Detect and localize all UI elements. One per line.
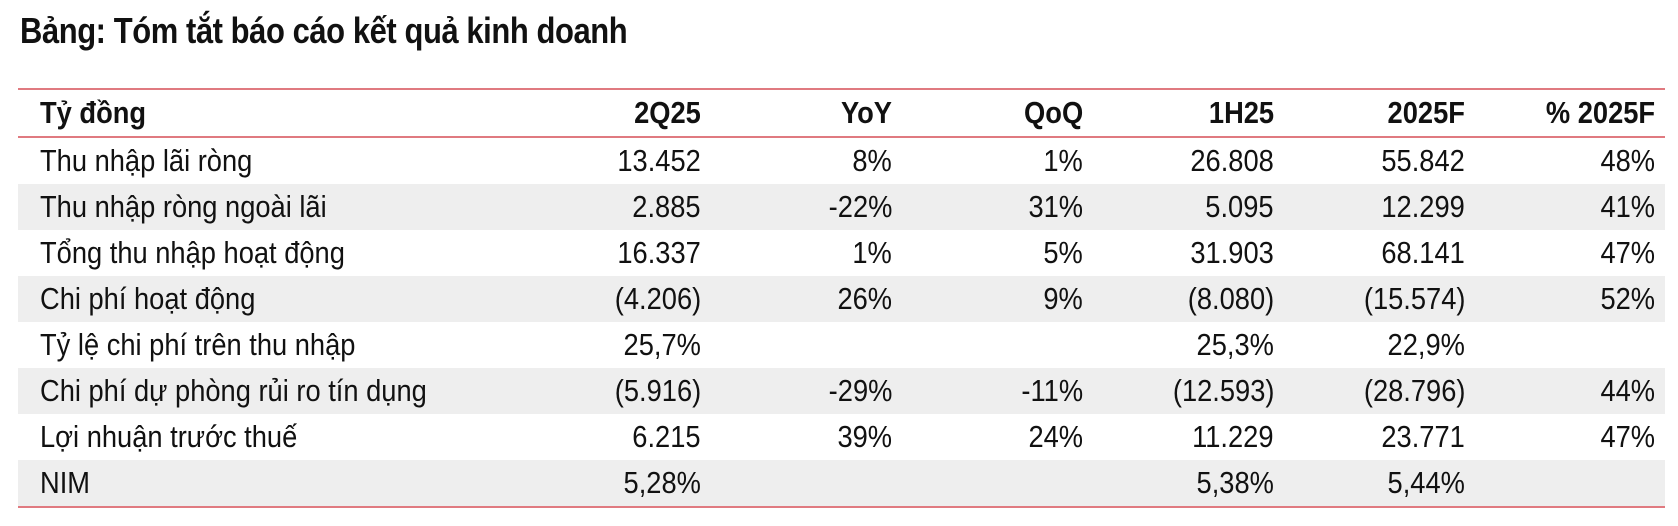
table-row: Thu nhập lãi ròng 13.452 8% 1% 26.808 55…	[18, 138, 1665, 184]
cell-2025f: 68.141	[1381, 235, 1465, 270]
cell-pct-2025f: 47%	[1600, 235, 1655, 270]
cell-qoq	[892, 465, 1083, 501]
header-cell-pct-2025f: % 2025F	[1545, 95, 1655, 130]
header-cell-unit: Tỷ đồng	[40, 95, 147, 130]
table-row: Tỷ lệ chi phí trên thu nhập 25,7% 25,3% …	[18, 322, 1665, 368]
table-title: Bảng: Tóm tắt báo cáo kết quả kinh doanh	[20, 10, 628, 51]
cell-qoq: 1%	[1043, 143, 1083, 178]
table-row: Lợi nhuận trước thuế 6.215 39% 24% 11.22…	[18, 414, 1665, 460]
cell-1h25: 31.903	[1190, 235, 1274, 270]
row-label: Thu nhập lãi ròng	[40, 143, 253, 178]
cell-1h25: 25,3%	[1196, 327, 1274, 362]
cell-1h25: 11.229	[1192, 419, 1274, 454]
cell-qoq: 5%	[1043, 235, 1083, 270]
cell-qoq	[892, 327, 1083, 363]
cell-pct-2025f	[1465, 465, 1655, 501]
table-row: Chi phí hoạt động (4.206) 26% 9% (8.080)…	[18, 276, 1665, 322]
cell-pct-2025f: 41%	[1600, 189, 1655, 224]
cell-1h25: 26.808	[1190, 143, 1274, 178]
cell-qoq: -11%	[1021, 373, 1083, 408]
cell-2q25: (4.206)	[614, 281, 701, 316]
cell-2q25: 25,7%	[623, 327, 701, 362]
cell-1h25: 5,38%	[1196, 465, 1274, 500]
cell-yoy: 26%	[837, 281, 892, 316]
row-label: NIM	[40, 465, 91, 500]
cell-2025f: 22,9%	[1387, 327, 1465, 362]
table-header-row: Tỷ đồng 2Q25 YoY QoQ 1H25 2025F % 2025F	[18, 90, 1665, 138]
cell-2025f: 23.771	[1381, 419, 1465, 454]
cell-2q25: 6.215	[632, 419, 701, 454]
cell-2q25: 13.452	[617, 143, 701, 178]
cell-pct-2025f: 52%	[1600, 281, 1655, 316]
cell-yoy	[701, 327, 892, 363]
row-label: Tỷ lệ chi phí trên thu nhập	[40, 327, 356, 362]
results-table: Tỷ đồng 2Q25 YoY QoQ 1H25 2025F % 2025F …	[18, 88, 1665, 508]
cell-yoy: 8%	[852, 143, 892, 178]
cell-1h25: (12.593)	[1172, 373, 1274, 408]
table-row: Thu nhập ròng ngoài lãi 2.885 -22% 31% 5…	[18, 184, 1665, 230]
cell-2q25: 16.337	[617, 235, 701, 270]
cell-pct-2025f: 47%	[1600, 419, 1655, 454]
row-label: Lợi nhuận trước thuế	[40, 419, 298, 454]
row-label: Thu nhập ròng ngoài lãi	[40, 189, 327, 224]
cell-pct-2025f: 44%	[1600, 373, 1655, 408]
header-cell-2025f: 2025F	[1387, 95, 1465, 130]
cell-pct-2025f	[1465, 327, 1655, 363]
cell-qoq: 31%	[1028, 189, 1083, 224]
table-row: Tổng thu nhập hoạt động 16.337 1% 5% 31.…	[18, 230, 1665, 276]
cell-yoy: 1%	[852, 235, 892, 270]
cell-yoy	[701, 465, 892, 501]
cell-2025f: 5,44%	[1387, 465, 1465, 500]
cell-2025f: 55.842	[1381, 143, 1465, 178]
cell-2q25: 5,28%	[623, 465, 701, 500]
cell-yoy: 39%	[837, 419, 892, 454]
cell-1h25: (8.080)	[1187, 281, 1274, 316]
header-cell-2q25: 2Q25	[634, 95, 701, 130]
cell-qoq: 24%	[1028, 419, 1083, 454]
cell-1h25: 5.095	[1205, 189, 1274, 224]
cell-2025f: (15.574)	[1363, 281, 1465, 316]
cell-2025f: (28.796)	[1363, 373, 1465, 408]
cell-qoq: 9%	[1043, 281, 1083, 316]
row-label: Chi phí hoạt động	[40, 281, 256, 316]
row-label: Chi phí dự phòng rủi ro tín dụng	[40, 373, 427, 408]
cell-2025f: 12.299	[1381, 189, 1465, 224]
header-cell-qoq: QoQ	[1023, 95, 1083, 130]
table-row: Chi phí dự phòng rủi ro tín dụng (5.916)…	[18, 368, 1665, 414]
cell-2q25: 2.885	[632, 189, 701, 224]
header-cell-1h25: 1H25	[1208, 95, 1274, 130]
header-cell-yoy: YoY	[840, 95, 892, 130]
cell-pct-2025f: 48%	[1600, 143, 1655, 178]
row-label: Tổng thu nhập hoạt động	[40, 235, 345, 270]
table-row: NIM 5,28% 5,38% 5,44%	[18, 460, 1665, 506]
cell-yoy: -29%	[828, 373, 892, 408]
cell-2q25: (5.916)	[614, 373, 701, 408]
cell-yoy: -22%	[828, 189, 892, 224]
